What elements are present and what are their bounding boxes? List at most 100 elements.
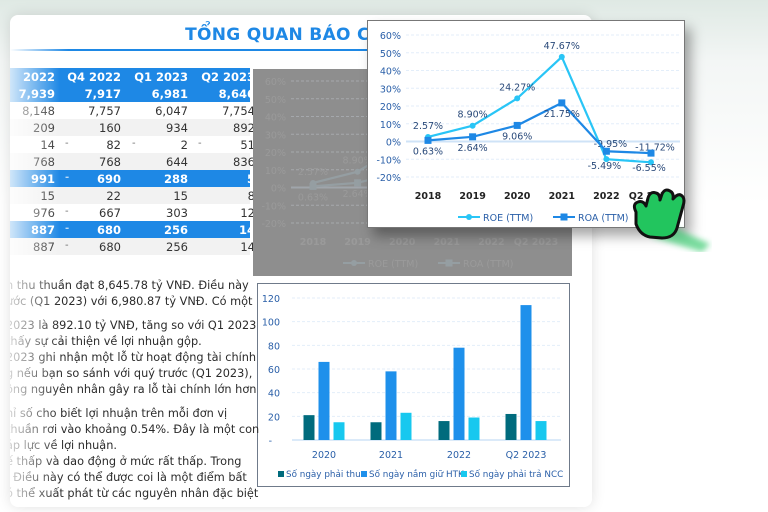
bar — [370, 422, 382, 440]
x-tick-label: 2019 — [344, 237, 370, 248]
y-tick-label: 100 — [262, 318, 280, 329]
text-fade — [10, 278, 60, 507]
legend-label: Số ngày phải thu — [286, 469, 361, 480]
table-cell: 8 — [247, 189, 255, 203]
text-line: 2023 là 892.10 tỷ VNĐ, tăng so với Q1 20… — [10, 319, 257, 332]
bar — [303, 415, 315, 440]
roe-point — [648, 159, 654, 166]
roa-point — [513, 121, 521, 129]
table-cell: 7,757 — [88, 104, 121, 118]
table-cell: 680 — [99, 240, 121, 254]
bar — [400, 412, 412, 440]
roe-roa-chart-dragged[interactable]: 60% 50% 40% 30% 20% 10% 0% -10% -20% 2018 2019 2020… — [367, 20, 685, 228]
y-tick-label: -10% — [376, 155, 401, 166]
roe-point — [469, 122, 476, 129]
y-tick-label: 30% — [380, 84, 401, 95]
legend-label: ROE (TTM) — [483, 213, 533, 224]
table-cell: 934 — [166, 121, 188, 135]
text-line: . Điều này có thể được coi là một điểm b… — [10, 471, 247, 484]
roa-point — [354, 179, 362, 187]
negative-marker: - — [65, 206, 69, 217]
table-cell: 2 — [180, 138, 188, 152]
x-tick-label: 2020 — [312, 450, 336, 461]
table-cell: 690 — [96, 172, 121, 186]
y-tick-label: 50% — [380, 49, 401, 60]
x-tick-label: 2021 — [549, 191, 575, 202]
y-tick-label: 60 — [268, 365, 280, 376]
negative-marker: - — [65, 223, 70, 234]
data-label: 2.64% — [343, 189, 373, 200]
x-tick-label: 2022 — [593, 191, 619, 202]
title-divider — [10, 49, 592, 51]
data-label: 24.27% — [499, 82, 535, 93]
data-label: -5.49% — [588, 161, 622, 172]
y-tick-label: 60% — [380, 31, 401, 42]
table-cell: 12 — [240, 206, 255, 220]
y-tick-label: -20% — [376, 173, 401, 184]
y-tick-label: 30% — [265, 130, 286, 141]
table-fade — [10, 68, 60, 258]
y-tick-label: -10% — [261, 201, 286, 212]
text-line: ế thấp và dao động ở mức rất thấp. Trong — [10, 455, 242, 468]
roe-point — [310, 179, 316, 186]
bar — [333, 422, 345, 440]
y-tick-label: 80 — [268, 341, 280, 352]
bar — [453, 347, 465, 440]
table-cell: 5 — [246, 172, 255, 186]
roa-point — [424, 136, 432, 144]
bar — [535, 421, 547, 440]
x-tick-label: 2018 — [415, 191, 442, 202]
line-chart-svg: 60% 50% 40% 30% 20% 10% 0% -10% -20% 2018 2019 2020… — [376, 31, 680, 224]
x-tick-label: 2022 — [478, 237, 504, 248]
legend-swatch — [461, 471, 467, 477]
roe-point — [603, 156, 610, 163]
x-tick-label: 2021 — [379, 450, 403, 461]
table-cell: 82 — [106, 138, 121, 152]
table-cell: 288 — [163, 172, 188, 186]
text-line: g nếu bạn so sánh với quý trước (Q1 2023… — [10, 367, 253, 380]
x-tick-label: 2019 — [459, 191, 485, 202]
y-tick-label: 0% — [271, 184, 286, 195]
table-cell: 8,646 — [218, 87, 255, 101]
y-tick-label: 120 — [262, 294, 280, 305]
text-line: 2023 ghi nhận một lỗ từ hoạt động tài ch… — [10, 351, 257, 364]
roe-point — [354, 168, 361, 175]
x-tick-label: 2021 — [434, 237, 460, 248]
data-label: -9.95% — [594, 139, 628, 150]
column-header: Q4 2022 — [67, 70, 121, 84]
data-label: -6.55% — [632, 163, 666, 174]
series-line-roe — [427, 55, 652, 164]
x-tick-label: 2020 — [389, 237, 416, 248]
data-label: 0.63% — [298, 192, 328, 203]
roa-point — [309, 182, 317, 190]
negative-marker: - — [198, 138, 202, 149]
y-tick-label: 10% — [265, 166, 286, 177]
text-line: ộng nguyên nhân gây ra lỗ tài chính lớn … — [10, 383, 257, 396]
table-cell: 256 — [163, 223, 188, 237]
y-tick-label: 50% — [265, 95, 286, 106]
data-label: 2.57% — [413, 121, 443, 132]
table-cell: 22 — [106, 189, 121, 203]
x-tick-label: 2020 — [504, 191, 531, 202]
grab-hand-icon — [632, 188, 710, 252]
data-label: 9.06% — [502, 131, 532, 142]
table-cell: 15 — [173, 189, 188, 203]
bar — [385, 371, 397, 440]
legend-swatch — [361, 471, 367, 477]
column-header: Q2 2023 — [201, 70, 255, 84]
table-cell: 667 — [99, 206, 121, 220]
table-cell: 51 — [240, 138, 255, 152]
text-line: h thu thuần đạt 8,645.78 tỷ VNĐ. Điều nà… — [10, 279, 249, 292]
table-cell: 892 — [233, 121, 255, 135]
y-tick-label: - — [269, 436, 272, 447]
text-line: ó thể xuất phát từ các nguyên nhân đặc b… — [10, 487, 259, 500]
table-cell: 7,754 — [222, 104, 255, 118]
text-line: ước (Q1 2023) với 6,980.87 tỷ VNĐ. Có mộ… — [10, 295, 253, 308]
table-cell: 680 — [96, 223, 121, 237]
y-tick-label: 40% — [380, 67, 401, 78]
x-tick-label: 2022 — [447, 450, 471, 461]
text-line: hỉ số cho biết lợi nhuận trên mỗi đơn vị — [10, 407, 228, 420]
text-line: thuần rơi vào khoảng 0.54%. Đây là một c… — [10, 423, 260, 436]
legend-label: Số ngày nắm giữ HTK — [369, 469, 464, 480]
table-cell: 160 — [99, 121, 121, 135]
